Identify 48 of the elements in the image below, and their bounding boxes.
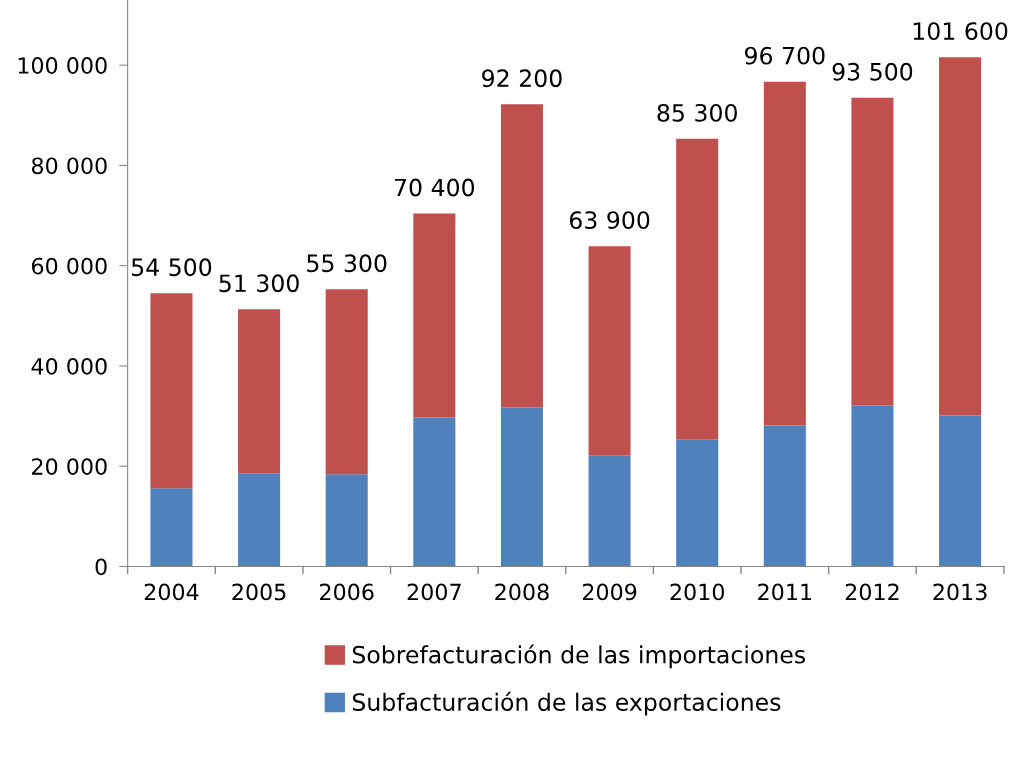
total-label: 70 400 bbox=[394, 178, 475, 197]
bar bbox=[763, 425, 806, 567]
legend-label: Sobrefacturación de las importaciones bbox=[352, 644, 805, 669]
x-tick-label: 2008 bbox=[495, 583, 549, 601]
x-tick-label: 2010 bbox=[670, 583, 724, 601]
y-tick-label: 0 bbox=[95, 558, 107, 576]
bar bbox=[588, 455, 631, 567]
x-tick-label: 2013 bbox=[933, 583, 987, 601]
bar bbox=[939, 415, 982, 567]
bar bbox=[588, 246, 631, 456]
bar bbox=[500, 407, 543, 567]
total-label: 55 300 bbox=[307, 254, 387, 273]
x-tick-label: 2004 bbox=[144, 583, 199, 601]
total-label: 93 500 bbox=[832, 62, 913, 81]
bar bbox=[150, 293, 193, 489]
total-label: 96 700 bbox=[745, 46, 825, 65]
bar bbox=[238, 309, 281, 474]
x-tick-label: 2009 bbox=[582, 583, 637, 601]
bar bbox=[325, 474, 368, 567]
y-tick-label: 100 000 bbox=[18, 57, 107, 74]
bar bbox=[676, 138, 719, 440]
total-label: 51 300 bbox=[219, 274, 299, 293]
y-tick-label: 20 000 bbox=[32, 458, 107, 475]
bar bbox=[851, 97, 894, 406]
bar bbox=[325, 289, 368, 475]
total-label: 85 300 bbox=[657, 103, 737, 122]
bar bbox=[500, 104, 543, 408]
bar bbox=[939, 57, 982, 416]
bar bbox=[851, 405, 894, 567]
total-label: 101 600 bbox=[913, 22, 1008, 41]
y-tick-label: 60 000 bbox=[31, 257, 107, 275]
bar bbox=[413, 417, 456, 567]
x-tick-label: 2005 bbox=[232, 583, 286, 601]
total-label: 54 500 bbox=[131, 258, 212, 277]
x-tick-label: 2012 bbox=[845, 583, 899, 601]
bar bbox=[763, 81, 806, 426]
y-tick-label: 40 000 bbox=[31, 357, 107, 375]
bar bbox=[150, 488, 193, 567]
x-tick-label: 2011 bbox=[758, 583, 812, 601]
x-tick-label: 2007 bbox=[407, 583, 461, 601]
bar bbox=[676, 439, 719, 567]
total-label: 63 900 bbox=[569, 211, 650, 230]
x-tick-label: 2006 bbox=[320, 583, 374, 601]
bar bbox=[238, 473, 281, 567]
total-label: 92 200 bbox=[482, 69, 562, 88]
legend-label: Subfacturación de las exportaciones bbox=[352, 691, 781, 716]
y-tick-label: 80 000 bbox=[31, 157, 107, 175]
bar bbox=[413, 213, 456, 418]
